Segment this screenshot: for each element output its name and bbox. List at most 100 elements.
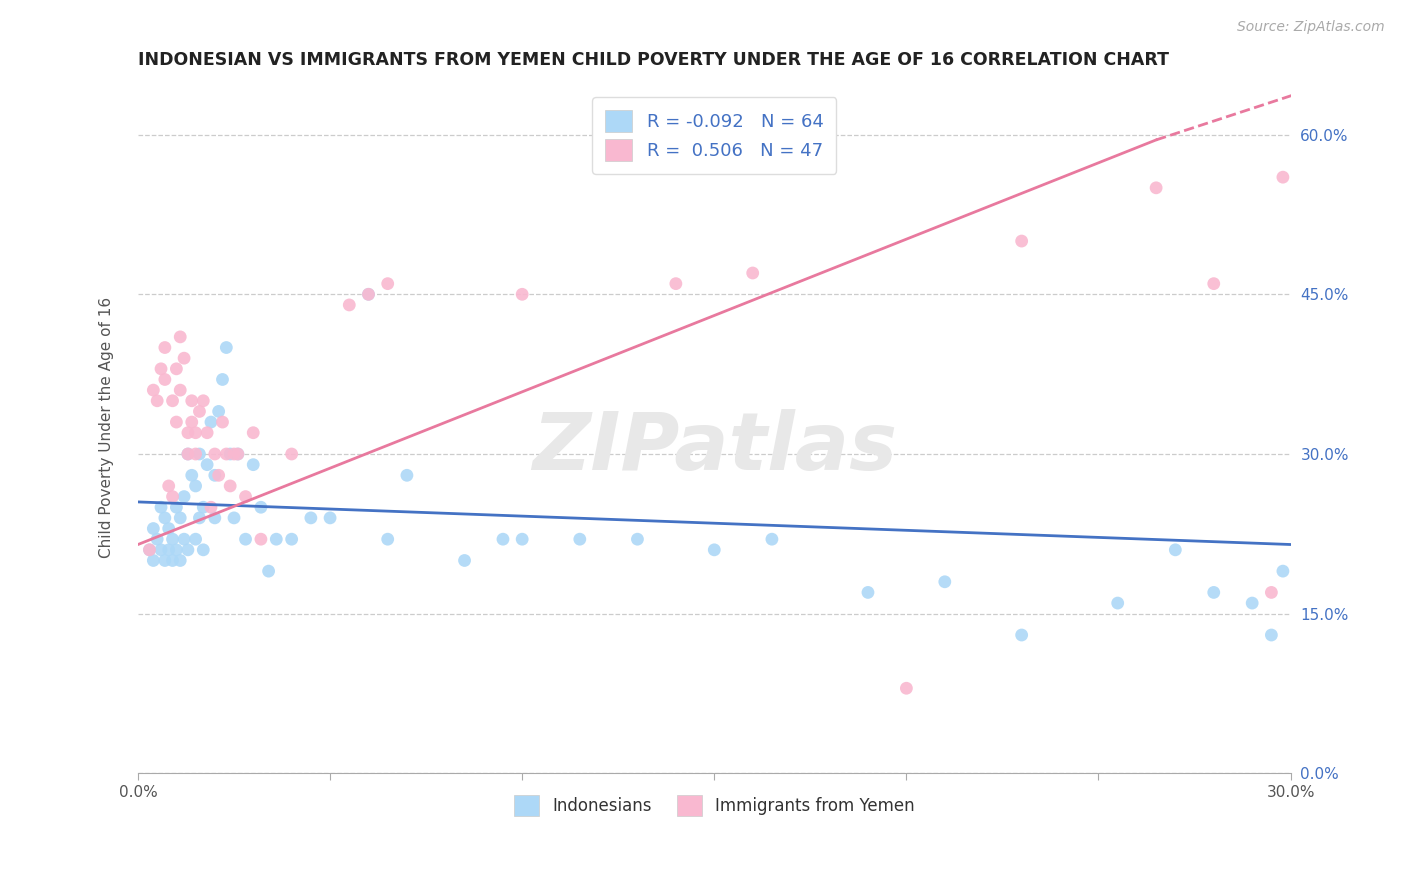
Point	[1144, 181, 1167, 195]
Point	[162, 393, 184, 408]
Point	[357, 287, 380, 301]
Point	[896, 681, 918, 696]
Point	[319, 511, 342, 525]
Point	[1202, 277, 1225, 291]
Point	[453, 553, 475, 567]
Point	[280, 447, 302, 461]
Point	[242, 425, 264, 440]
Point	[153, 341, 176, 355]
Point	[492, 532, 515, 546]
Point	[208, 468, 231, 483]
Point	[138, 542, 160, 557]
Point	[1260, 585, 1282, 599]
Point	[150, 500, 173, 515]
Point	[1241, 596, 1264, 610]
Point	[226, 447, 249, 461]
Point	[200, 415, 222, 429]
Point	[173, 351, 195, 366]
Point	[173, 490, 195, 504]
Point	[142, 553, 165, 567]
Point	[153, 511, 176, 525]
Text: INDONESIAN VS IMMIGRANTS FROM YEMEN CHILD POVERTY UNDER THE AGE OF 16 CORRELATIO: INDONESIAN VS IMMIGRANTS FROM YEMEN CHIL…	[138, 51, 1168, 69]
Point	[226, 447, 249, 461]
Point	[169, 330, 191, 344]
Text: Source: ZipAtlas.com: Source: ZipAtlas.com	[1237, 20, 1385, 34]
Point	[337, 298, 360, 312]
Point	[626, 532, 648, 546]
Point	[177, 542, 200, 557]
Point	[215, 447, 238, 461]
Point	[1271, 564, 1294, 578]
Point	[761, 532, 783, 546]
Point	[169, 511, 191, 525]
Point	[162, 553, 184, 567]
Point	[188, 404, 211, 418]
Point	[184, 425, 207, 440]
Point	[165, 542, 187, 557]
Point	[153, 553, 176, 567]
Point	[162, 532, 184, 546]
Point	[162, 490, 184, 504]
Point	[1164, 542, 1187, 557]
Point	[1260, 628, 1282, 642]
Point	[510, 287, 533, 301]
Point	[204, 511, 226, 525]
Point	[510, 532, 533, 546]
Point	[280, 532, 302, 546]
Point	[219, 447, 242, 461]
Point	[222, 511, 245, 525]
Point	[215, 341, 238, 355]
Point	[169, 553, 191, 567]
Point	[157, 522, 180, 536]
Point	[188, 447, 211, 461]
Point	[188, 511, 211, 525]
Point	[250, 532, 273, 546]
Point	[157, 542, 180, 557]
Point	[703, 542, 725, 557]
Point	[165, 361, 187, 376]
Point	[741, 266, 763, 280]
Point	[219, 479, 242, 493]
Point	[211, 372, 233, 386]
Y-axis label: Child Poverty Under the Age of 16: Child Poverty Under the Age of 16	[100, 297, 114, 558]
Point	[377, 532, 399, 546]
Point	[180, 415, 202, 429]
Point	[266, 532, 288, 546]
Point	[184, 447, 207, 461]
Point	[193, 542, 215, 557]
Point	[165, 500, 187, 515]
Point	[193, 393, 215, 408]
Point	[222, 447, 245, 461]
Point	[211, 415, 233, 429]
Point	[173, 532, 195, 546]
Point	[395, 468, 418, 483]
Point	[138, 542, 160, 557]
Point	[299, 511, 322, 525]
Point	[146, 393, 169, 408]
Point	[204, 468, 226, 483]
Point	[177, 447, 200, 461]
Point	[195, 425, 218, 440]
Point	[235, 532, 257, 546]
Point	[177, 447, 200, 461]
Point	[250, 500, 273, 515]
Point	[1011, 628, 1033, 642]
Point	[257, 564, 280, 578]
Point	[184, 532, 207, 546]
Point	[146, 532, 169, 546]
Point	[193, 500, 215, 515]
Point	[1107, 596, 1129, 610]
Point	[157, 479, 180, 493]
Point	[1202, 585, 1225, 599]
Point	[235, 490, 257, 504]
Point	[142, 383, 165, 397]
Point	[204, 447, 226, 461]
Point	[180, 468, 202, 483]
Point	[142, 522, 165, 536]
Point	[934, 574, 956, 589]
Point	[1011, 234, 1033, 248]
Point	[568, 532, 591, 546]
Point	[357, 287, 380, 301]
Point	[177, 425, 200, 440]
Point	[195, 458, 218, 472]
